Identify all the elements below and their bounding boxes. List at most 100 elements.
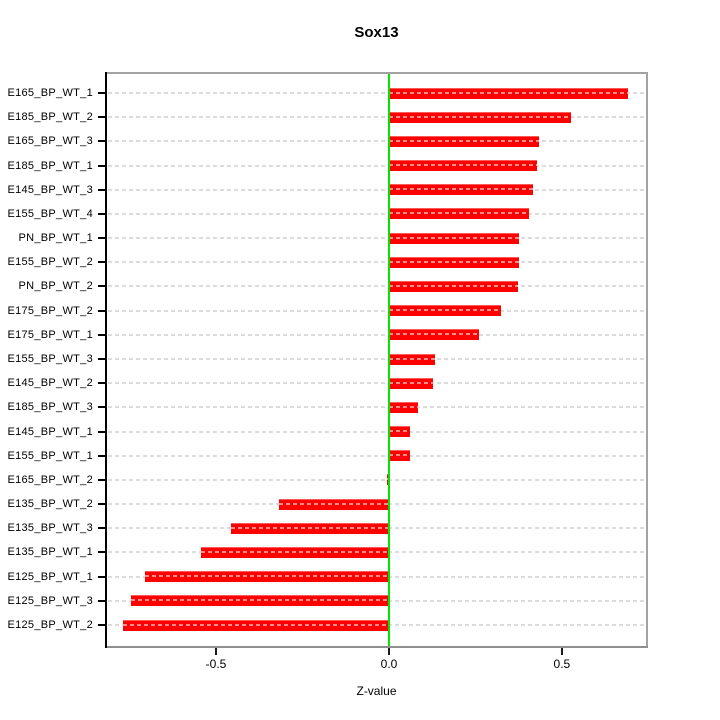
bar-gridline-overlay <box>389 139 540 142</box>
y-tick <box>98 624 105 626</box>
y-tick-label: E165_BP_WT_3 <box>7 135 93 148</box>
bar-gridline-overlay <box>389 430 410 432</box>
y-tick <box>98 188 105 191</box>
y-tick-label: E145_BP_WT_1 <box>7 425 93 438</box>
bar <box>145 571 389 583</box>
x-tick-label: 0.0 <box>380 657 398 671</box>
bar-gridline-overlay <box>389 405 419 408</box>
bar <box>389 426 410 437</box>
row-gridline <box>108 140 645 143</box>
y-tick <box>98 406 105 409</box>
row-gridline <box>108 382 645 385</box>
row-gridline <box>108 358 645 360</box>
bar <box>123 619 389 631</box>
y-tick-label: E155_BP_WT_3 <box>7 353 93 365</box>
row-gridline <box>108 430 645 433</box>
y-tick <box>98 261 105 264</box>
y-tick <box>98 478 105 481</box>
y-tick <box>98 285 105 288</box>
bar <box>389 184 533 196</box>
row-gridline <box>108 261 645 264</box>
bar <box>389 111 571 123</box>
y-tick <box>98 92 105 94</box>
y-tick-label: E125_BP_WT_2 <box>7 619 93 631</box>
y-tick <box>98 358 105 360</box>
bar-gridline-overlay <box>230 526 389 529</box>
row-gridline <box>108 188 645 191</box>
x-tick-label: 0.5 <box>553 657 571 671</box>
y-tick <box>98 309 105 312</box>
x-tick <box>215 648 217 655</box>
row-gridline <box>108 92 645 94</box>
x-axis-title: Z-value <box>356 684 397 698</box>
row-gridline <box>108 212 645 215</box>
bar <box>279 498 389 510</box>
bar-gridline-overlay <box>389 381 433 384</box>
plot-border-top <box>105 72 648 74</box>
bar <box>130 595 389 607</box>
bar-gridline-overlay <box>123 623 389 626</box>
bar <box>389 232 519 244</box>
zero-line <box>388 72 390 648</box>
y-tick <box>98 527 105 530</box>
row-gridline <box>108 478 645 481</box>
y-tick-label: E185_BP_WT_3 <box>7 401 93 414</box>
y-tick-label: E125_BP_WT_1 <box>7 570 93 583</box>
y-tick <box>98 454 105 457</box>
row-gridline <box>108 454 645 457</box>
row-gridline <box>108 164 645 167</box>
y-tick-label: E175_BP_WT_1 <box>7 328 93 341</box>
bar-gridline-overlay <box>389 91 628 94</box>
y-tick-label: E185_BP_WT_2 <box>7 111 93 124</box>
y-tick-label: PN_BP_WT_2 <box>18 280 93 293</box>
bar <box>389 353 435 365</box>
x-tick <box>560 648 563 655</box>
y-tick <box>98 430 105 433</box>
row-gridline <box>108 309 645 312</box>
bar-gridline-overlay <box>145 575 389 578</box>
chart-title: Sox13 <box>354 24 399 41</box>
row-gridline <box>108 285 645 288</box>
bar-gridline-overlay <box>389 236 519 239</box>
y-tick <box>98 503 105 506</box>
bar <box>389 305 502 317</box>
y-tick-label: E155_BP_WT_1 <box>7 449 93 462</box>
y-tick-label: E165_BP_WT_2 <box>7 473 93 486</box>
bar <box>389 135 540 147</box>
bar <box>389 329 479 341</box>
bar-gridline-overlay <box>386 478 389 481</box>
y-tick-label: E145_BP_WT_2 <box>7 377 93 390</box>
bar-gridline-overlay <box>130 599 389 602</box>
plot-border-bottom <box>105 646 648 648</box>
row-gridline <box>108 333 645 336</box>
row-gridline <box>108 406 645 409</box>
bar-gridline-overlay <box>201 550 389 553</box>
plot-area <box>105 72 648 648</box>
bar-gridline-overlay <box>389 212 530 215</box>
y-tick-label: E135_BP_WT_3 <box>7 522 93 535</box>
y-tick <box>98 575 105 578</box>
y-tick-label: E155_BP_WT_4 <box>7 207 93 220</box>
bar-gridline-overlay <box>389 309 502 312</box>
y-tick-label: E125_BP_WT_3 <box>7 594 93 607</box>
bar-gridline-overlay <box>389 188 533 191</box>
y-tick <box>98 599 105 602</box>
bar <box>389 208 530 220</box>
bar <box>389 377 433 389</box>
x-tick <box>388 648 390 655</box>
y-tick <box>98 140 105 143</box>
row-gridline <box>108 116 645 119</box>
bar <box>389 160 537 171</box>
bar-gridline-overlay <box>389 284 518 287</box>
bar <box>230 522 389 534</box>
y-tick-label: E145_BP_WT_3 <box>7 183 93 196</box>
y-tick-label: E155_BP_WT_2 <box>7 256 93 269</box>
bar <box>389 87 628 99</box>
y-tick <box>98 551 105 554</box>
y-axis-line <box>105 72 107 648</box>
bar <box>389 401 419 413</box>
bar <box>389 280 518 292</box>
y-tick <box>98 164 105 167</box>
row-gridline <box>108 237 645 240</box>
